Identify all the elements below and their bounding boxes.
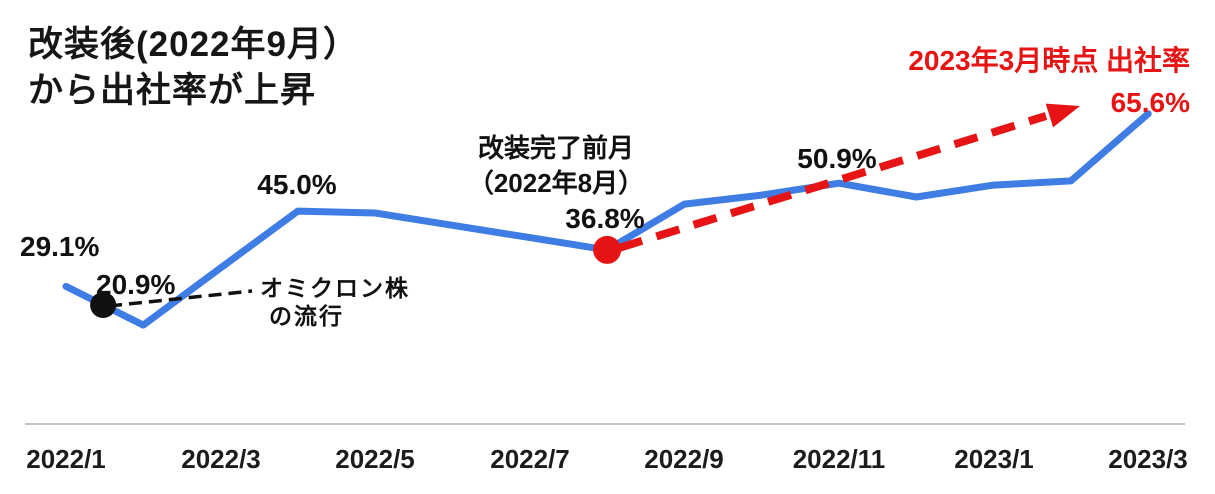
omicron-annotation-line1: オミクロン株 (260, 275, 410, 301)
x-tick-label: 2022/11 (792, 444, 886, 474)
x-tick-label: 2022/3 (181, 444, 261, 474)
omicron-dot (90, 292, 117, 318)
x-tick-label: 2023/3 (1108, 444, 1188, 474)
point-label-jan2022: 29.1% (20, 231, 100, 262)
omicron-annotation-line2: の流行 (269, 303, 344, 329)
point-label-nov2022: 50.9% (797, 143, 877, 174)
renovation-annotation-line2: （2022年8月） (467, 168, 645, 198)
point-label-apr2022: 45.0% (257, 169, 337, 200)
highlight-value: 65.6% (1110, 87, 1190, 118)
x-tick-label: 2022/7 (490, 444, 570, 474)
chart-title-line1: 改装後(2022年9月） (28, 25, 359, 64)
x-tick-label: 2022/5 (335, 444, 415, 474)
omicron-annotation: オミクロン株 の流行 (260, 274, 410, 330)
point-label-feb2022: 20.9% (96, 269, 176, 300)
highlight-annotation: 2023年3月時点 出社率 65.6% (908, 40, 1190, 124)
x-tick-label: 2022/9 (644, 444, 724, 474)
trend-arrow-shaft (617, 112, 1048, 252)
renovation-dot (593, 235, 622, 264)
x-tick-label: 2022/1 (26, 444, 106, 474)
x-tick-label: 2023/1 (954, 444, 1034, 474)
highlight-label: 2023年3月時点 出社率 (908, 45, 1190, 76)
renovation-annotation-line1: 改装完了前月 (477, 133, 634, 163)
omicron-leader-line (108, 289, 253, 308)
chart-title: 改装後(2022年9月） から出社率が上昇 (28, 22, 359, 114)
trend-arrow-head (1045, 103, 1080, 128)
chart-title-line2: から出社率が上昇 (28, 71, 317, 110)
point-label-aug2022: 36.8% (565, 203, 645, 234)
renovation-annotation: 改装完了前月 （2022年8月） (468, 131, 644, 201)
